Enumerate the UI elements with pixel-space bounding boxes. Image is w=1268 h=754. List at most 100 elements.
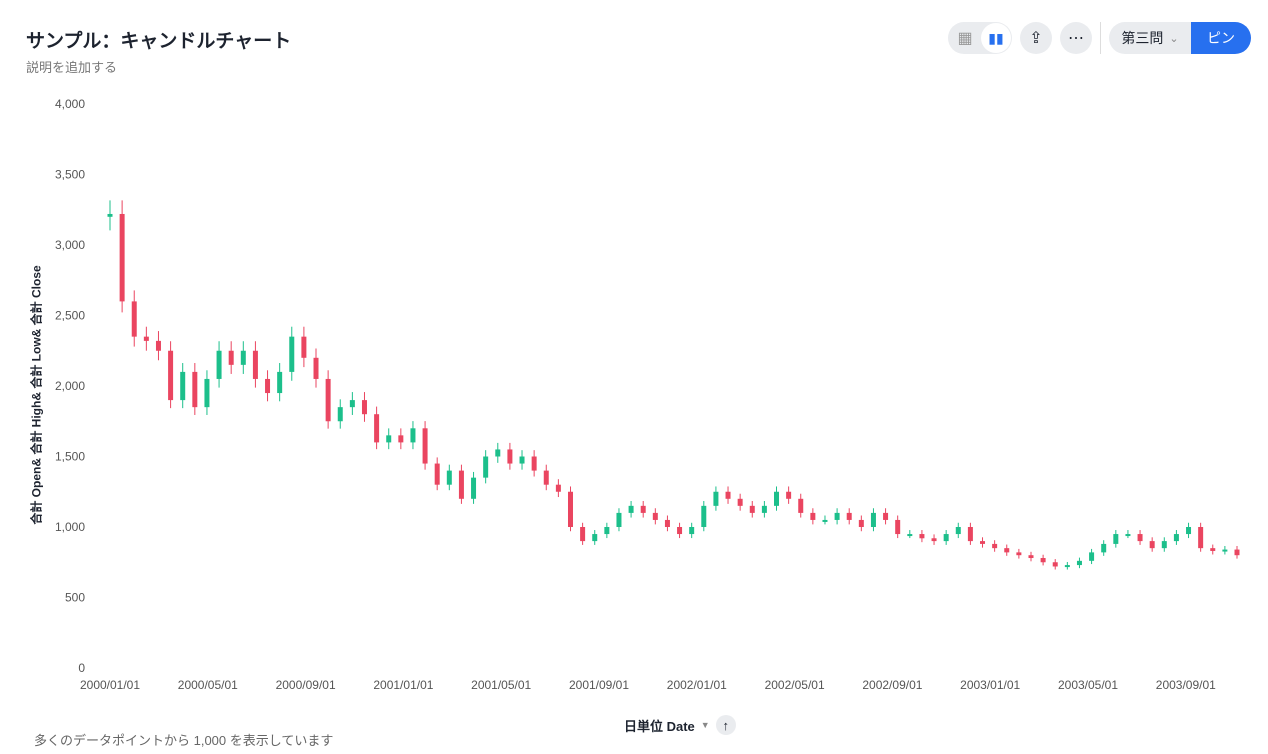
candle-up [1101,543,1107,553]
candle-up [1125,534,1131,537]
candle-up [943,534,949,542]
candle-up [616,512,622,527]
add-description[interactable]: 説明を追加する [26,60,118,75]
candle-up [604,527,610,535]
divider [1100,22,1101,54]
candle-down [664,519,670,527]
candle-up [349,400,355,408]
candle-down [325,378,331,422]
candle-up [701,505,707,527]
caret-down-icon[interactable]: ▼ [700,720,710,730]
x-tick-label: 2001/05/01 [471,678,531,692]
candle-up [180,371,186,401]
candle-up [337,407,343,422]
candle-down [846,512,852,520]
candle-up [495,449,501,457]
candle-down [543,470,549,485]
candle-up [761,505,767,513]
candle-up [240,350,246,365]
candle-up [1161,541,1167,549]
candle-up [822,519,828,522]
candle-up [774,491,780,506]
candle-down [798,498,804,513]
candle-up [386,435,392,443]
more-icon: ⋯ [1068,30,1084,47]
candle-up [107,213,113,217]
x-tick-label: 2000/05/01 [178,678,238,692]
candle-down [434,463,440,485]
candle-down [155,340,161,351]
selector-dropdown[interactable]: 第三問 ⌄ [1109,22,1191,54]
candlestick-chart: 0 500 1,000 1,500 2,000 2,500 3,000 3,500 4,000 2… [55,97,1240,692]
candle-down [652,512,658,520]
candle-down [143,336,149,341]
page-title: サンプル：キャンドルチャート [26,31,292,52]
candle-up [289,336,295,372]
candle-down [580,527,586,542]
table-icon[interactable]: ▦ [957,30,973,47]
pin-button[interactable]: ピン [1191,22,1251,54]
candle-down [131,301,137,337]
y-tick-label: 0 [78,661,85,675]
more-button[interactable]: ⋯ [1060,22,1092,54]
candle-up [1186,527,1192,535]
candle-up [628,505,634,513]
x-tick-label: 2003/05/01 [1058,678,1118,692]
candle-up [410,428,416,443]
candle-down [786,491,792,499]
y-tick-label: 1,500 [55,450,85,464]
share-icon: ⇪ [1029,30,1043,47]
candle-down [931,538,937,542]
candle-down [252,350,258,379]
candle-down [1040,558,1046,563]
share-button[interactable]: ⇪ [1020,22,1052,54]
candle-down [192,371,198,408]
candle-up [216,350,222,379]
candle-down [640,505,646,513]
sort-arrow-up-icon[interactable]: ↑ [715,715,736,735]
y-tick-label: 3,500 [55,168,85,182]
candle-down [265,378,271,394]
x-tick-label: 2000/09/01 [276,678,336,692]
candle-down [737,498,743,506]
candle-down [228,350,234,365]
y-tick-label: 1,000 [55,520,85,534]
candle-down [555,484,561,492]
candle-down [1137,534,1143,542]
y-tick-label: 500 [65,591,85,605]
candle-up [471,477,477,499]
x-axis-title-label: 日単位 Date [624,718,695,734]
x-tick-label: 2001/09/01 [569,678,629,692]
candle-down [1028,555,1034,559]
candle-down [1149,541,1155,549]
candle-down [749,505,755,513]
view-toggle[interactable]: ▦ ▮▮ [948,22,1012,54]
candle-up [689,527,695,535]
x-tick-label: 2002/05/01 [765,678,825,692]
candle-down [810,512,816,520]
candle-up [834,512,840,520]
candle-down [883,512,889,520]
candle-down [313,357,319,379]
candle-up [870,512,876,527]
candle-up [592,534,598,542]
x-tick-label: 2000/01/01 [80,678,140,692]
x-tick-label: 2001/01/01 [373,678,433,692]
y-tick-label: 4,000 [55,97,85,111]
candle-down [967,527,973,542]
chart-icon[interactable]: ▮▮ [981,23,1011,53]
x-axis-title[interactable]: 日単位 Date ▼ ↑ [624,715,736,735]
candle-up [483,456,489,478]
candle-up [955,527,961,535]
candle-up [1222,549,1228,552]
candle-down [119,213,125,302]
candle-down [361,400,367,415]
candle-down [677,527,683,535]
selector-label: 第三問 [1121,30,1164,46]
candle-down [1016,552,1022,556]
candle-down [858,519,864,527]
candle-down [567,491,573,527]
data-points-note: 多くのデータポイントから 1,000 を表示しています [34,733,334,748]
candle-up [907,534,913,537]
y-tick-label: 2,000 [55,379,85,393]
